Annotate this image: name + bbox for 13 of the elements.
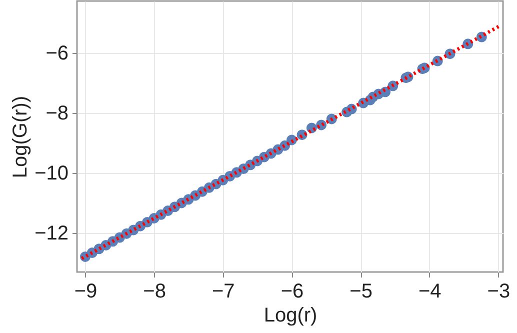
x-tick-label: −8 [143, 280, 166, 302]
x-tick-label: −9 [74, 280, 98, 302]
y-tick-label: −12 [34, 222, 68, 244]
x-tick-label: −6 [280, 280, 304, 302]
y-tick-label: −8 [46, 102, 68, 124]
x-axis-title: Log(r) [264, 304, 318, 326]
x-tick-label: −4 [418, 280, 442, 302]
y-tick-label: −6 [46, 42, 68, 64]
x-tick-label: −5 [350, 280, 372, 302]
x-tick-label: −7 [212, 280, 235, 302]
y-tick-label: −10 [34, 162, 68, 184]
y-axis-title: Log(G(r)) [10, 96, 32, 178]
x-tick-label: −3 [487, 280, 510, 302]
